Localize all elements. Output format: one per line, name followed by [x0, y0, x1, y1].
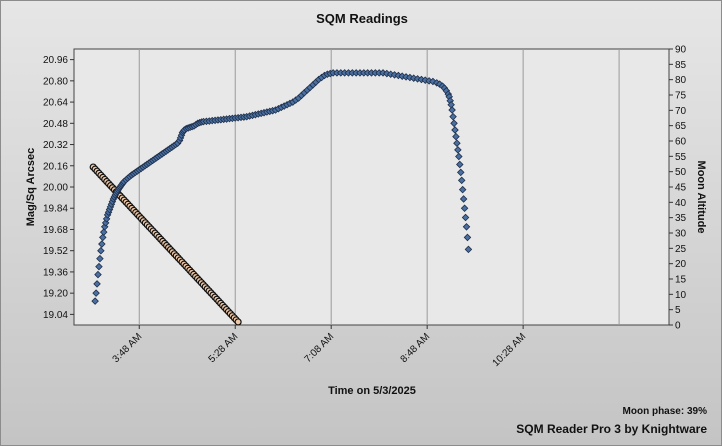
- y2-tick-label: 55: [675, 152, 687, 163]
- sqm-point: [452, 132, 460, 141]
- sqm-point: [458, 185, 467, 194]
- sqm-point: [429, 77, 437, 86]
- y2-tick-label: 75: [675, 91, 687, 102]
- sqm-point: [464, 245, 473, 254]
- y-tick-label: 19.36: [43, 267, 68, 278]
- y2-tick-label: 80: [675, 75, 687, 86]
- sqm-point: [456, 168, 465, 177]
- y2-tick-label: 5: [675, 305, 681, 316]
- sqm-point: [449, 112, 457, 121]
- x-tick-label: 10:28 AM: [491, 331, 529, 369]
- y2-tick-label: 10: [675, 290, 687, 301]
- sqm-point: [435, 80, 444, 88]
- sqm-point: [460, 204, 469, 212]
- x-tick-label: 3:48 AM: [111, 331, 145, 365]
- y-tick-label: 19.84: [43, 204, 68, 215]
- y-tick-label: 19.52: [43, 246, 68, 257]
- y-axis-title: Mag/Sq Arcsec: [25, 148, 37, 226]
- sqm-point: [453, 139, 461, 147]
- sqm-point: [448, 106, 456, 114]
- y-tick-label: 20.96: [43, 55, 68, 66]
- sqm-readings-series: [91, 69, 473, 305]
- y2-tick-label: 20: [675, 259, 687, 270]
- y2-tick-label: 45: [675, 183, 687, 194]
- y-tick-label: 20.80: [43, 76, 68, 87]
- y-tick-label: 19.20: [43, 289, 68, 300]
- sqm-point: [92, 289, 100, 297]
- sqm-point: [99, 233, 107, 242]
- y-tick-label: 19.68: [43, 225, 68, 236]
- sqm-point: [456, 160, 464, 169]
- y2-tick-label: 25: [675, 244, 687, 255]
- y2-tick-label: 70: [675, 106, 687, 117]
- y2-tick-label: 60: [675, 137, 687, 148]
- y2-tick-label: 30: [675, 229, 687, 240]
- plot-area: [73, 48, 670, 326]
- sqm-point: [98, 240, 106, 248]
- y2-tick-label: 15: [675, 275, 687, 286]
- grid-lines: [138, 49, 620, 325]
- sqm-point: [455, 152, 463, 161]
- sqm-point: [95, 262, 103, 271]
- y2-tick-label: 0: [675, 321, 681, 332]
- y2-tick-label: 35: [675, 213, 687, 224]
- sqm-point: [462, 223, 471, 231]
- y-tick-label: 20.00: [43, 183, 68, 194]
- chart-title: SQM Readings: [316, 11, 408, 26]
- y2-tick-label: 85: [675, 60, 687, 71]
- right-axis-ticks: 0 5 10 15 20 25 30 35 40 45 50 55 60 65 70 75 80 85 90: [669, 45, 687, 332]
- sqm-point: [457, 176, 466, 185]
- sqm-point: [463, 233, 472, 242]
- y2-tick-label: 40: [675, 198, 687, 209]
- x-tick-label: 7:08 AM: [303, 331, 337, 365]
- credit-label: SQM Reader Pro 3 by Knightware: [516, 422, 707, 436]
- sqm-point: [450, 119, 458, 128]
- sqm-point: [454, 146, 462, 154]
- sqm-point: [459, 195, 468, 203]
- x-axis-ticks: 3:48 AM 5:28 AM 7:08 AM 8:48 AM 10:28 AM: [111, 325, 529, 369]
- left-axis-ticks: 19.04 19.20 19.36 19.52 19.68 19.84 20.00 20.16…: [43, 55, 74, 321]
- moon-point: [234, 318, 242, 326]
- y-tick-label: 20.48: [43, 119, 68, 130]
- x-axis-title: Time on 5/3/2025: [328, 385, 416, 397]
- sqm-point: [461, 213, 470, 222]
- y2-tick-label: 65: [675, 121, 687, 132]
- sqm-point: [93, 280, 101, 288]
- sqm-point: [94, 270, 102, 279]
- y-tick-label: 19.04: [43, 310, 68, 321]
- moon-altitude-series: [89, 163, 242, 326]
- y-tick-label: 20.16: [43, 161, 68, 172]
- sqm-point: [96, 254, 104, 263]
- sqm-point: [91, 297, 99, 305]
- sqm-point: [99, 228, 108, 236]
- sqm-point: [451, 126, 459, 134]
- sqm-point: [97, 246, 105, 255]
- y-tick-label: 20.32: [43, 140, 68, 151]
- x-tick-label: 5:28 AM: [207, 331, 241, 365]
- y2-tick-label: 90: [675, 45, 687, 56]
- y2-tick-label: 50: [675, 167, 687, 178]
- y-tick-label: 20.64: [43, 98, 68, 109]
- x-tick-label: 8:48 AM: [399, 331, 433, 365]
- y2-axis-title: Moon Altitude: [695, 161, 707, 234]
- moon-phase-label: Moon phase: 39%: [623, 406, 708, 417]
